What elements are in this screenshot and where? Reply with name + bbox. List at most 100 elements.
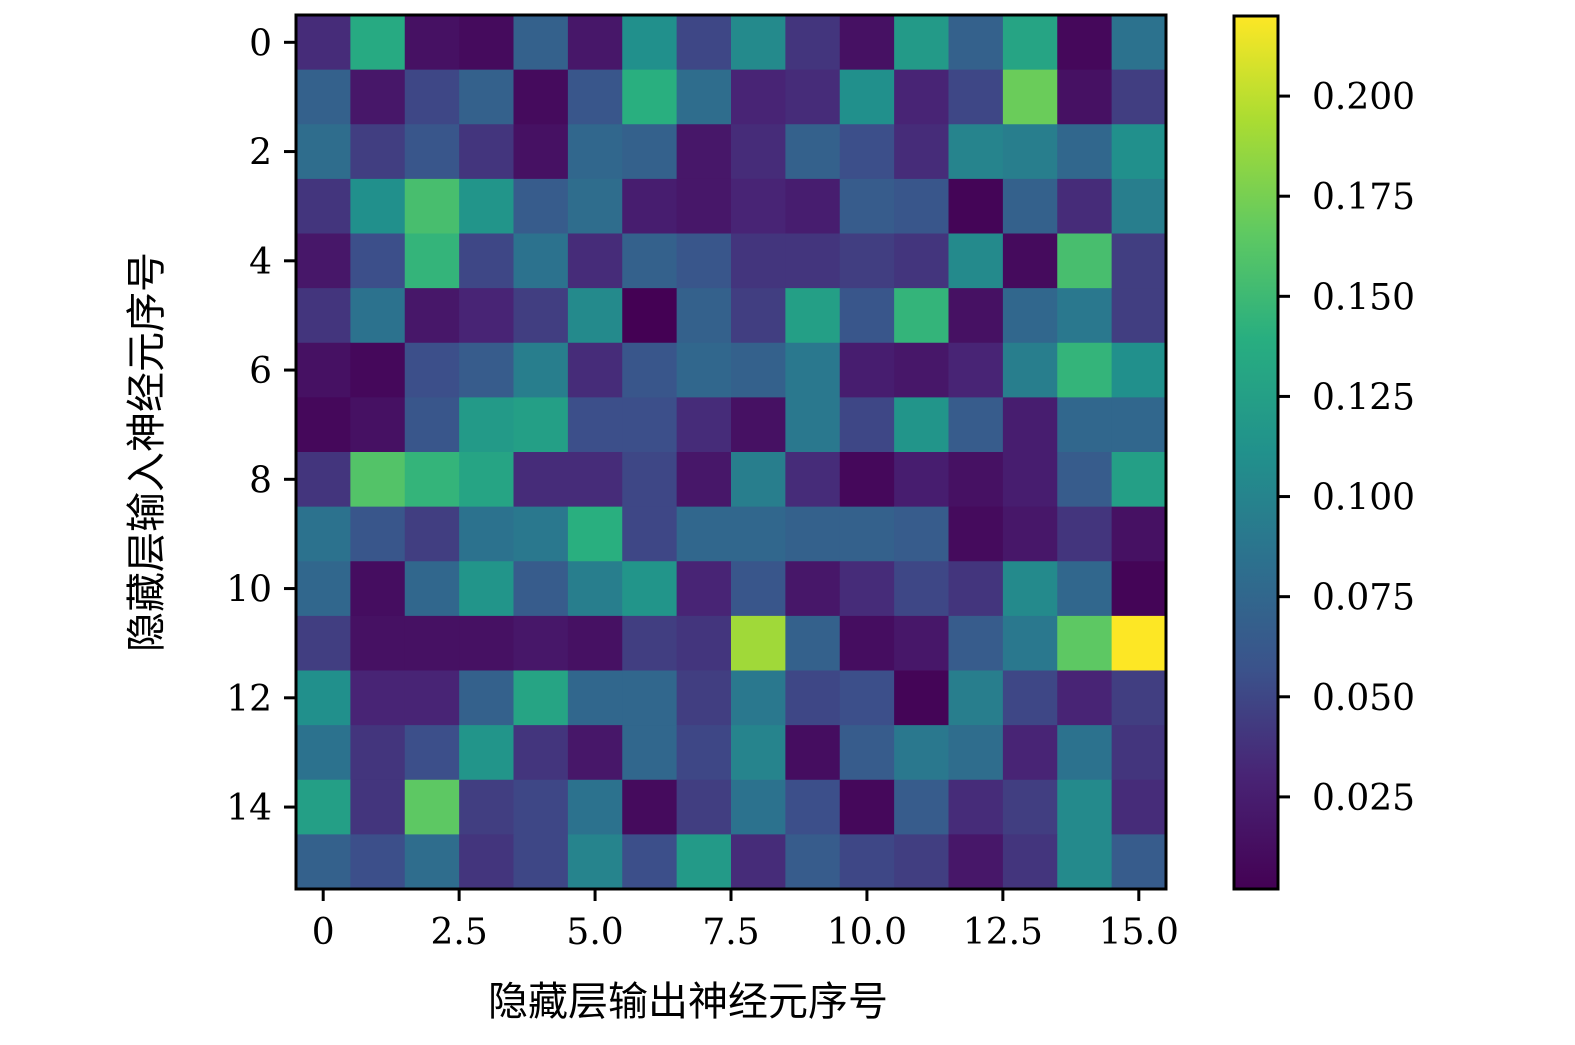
heatmap-cell: [676, 670, 732, 726]
heatmap-cell: [894, 15, 950, 71]
heatmap-cell: [839, 670, 895, 726]
heatmap-cell: [513, 725, 569, 781]
heatmap-cell: [1111, 288, 1167, 344]
heatmap-cell: [1111, 615, 1167, 672]
x-tick-label: 0: [312, 912, 335, 953]
heatmap-cell: [894, 834, 950, 890]
heatmap-cell: [513, 506, 569, 562]
heatmap-cell: [350, 834, 406, 890]
heatmap-cell: [567, 124, 623, 180]
heatmap-cell: [567, 15, 623, 71]
heatmap-cell: [676, 452, 732, 508]
heatmap-cell: [1057, 779, 1113, 835]
y-tick-label: 8: [249, 460, 272, 501]
heatmap-cell: [948, 15, 1004, 71]
heatmap-cell: [785, 342, 841, 398]
heatmap-cell: [676, 397, 732, 453]
heatmap-cell: [622, 342, 678, 398]
heatmap-cell: [1002, 69, 1058, 125]
heatmap-cell: [296, 779, 351, 835]
heatmap-cell: [731, 725, 786, 781]
heatmap-cell: [1002, 288, 1058, 344]
heatmap-cell: [513, 779, 569, 835]
heatmap-cell: [567, 69, 623, 125]
heatmap-cell: [894, 124, 950, 180]
heatmap-cell: [894, 178, 950, 235]
heatmap-cell: [785, 288, 841, 344]
heatmap-cell: [1002, 342, 1058, 398]
heatmap-cell: [350, 725, 406, 781]
heatmap-cell: [894, 69, 950, 125]
heatmap-cell: [1002, 452, 1058, 508]
heatmap-cell: [676, 15, 732, 71]
heatmap-cell: [513, 178, 569, 235]
heatmap-cell: [622, 288, 678, 344]
heatmap-cell: [459, 342, 515, 398]
heatmap-cell: [1111, 178, 1167, 235]
heatmap-cell: [296, 15, 351, 71]
heatmap-cell: [296, 178, 351, 235]
heatmap-cell: [350, 670, 406, 726]
heatmap-cell: [731, 69, 786, 125]
heatmap-cell: [839, 15, 895, 71]
x-tick-label: 2.5: [430, 912, 487, 953]
heatmap-cell: [622, 452, 678, 508]
heatmap-cell: [948, 779, 1004, 835]
heatmap-cell: [1057, 233, 1113, 289]
heatmap-cell: [1057, 506, 1113, 562]
heatmap-cell: [459, 615, 515, 672]
heatmap-cell: [948, 288, 1004, 344]
heatmap-cell: [894, 725, 950, 781]
heatmap-cell: [839, 834, 895, 890]
heatmap-cell: [459, 834, 515, 890]
heatmap-cell: [839, 779, 895, 835]
heatmap-cell: [513, 615, 569, 672]
heatmap-cell: [404, 15, 460, 71]
heatmap-cell: [1057, 397, 1113, 453]
x-tick-label: 15.0: [1099, 912, 1179, 953]
heatmap-cell: [1002, 670, 1058, 726]
heatmap-cell: [622, 124, 678, 180]
heatmap-cell: [459, 397, 515, 453]
heatmap-cell: [676, 288, 732, 344]
heatmap-cell: [404, 506, 460, 562]
heatmap-cell: [350, 397, 406, 453]
heatmap-cell: [1057, 124, 1113, 180]
heatmap-cell: [1111, 69, 1167, 125]
heatmap-cell: [1002, 124, 1058, 180]
heatmap-cell: [1057, 834, 1113, 890]
heatmap-cell: [622, 834, 678, 890]
heatmap-cell: [567, 615, 623, 672]
heatmap-cell: [567, 834, 623, 890]
heatmap-cell: [404, 834, 460, 890]
heatmap-cell: [948, 834, 1004, 890]
heatmap-cell: [1111, 670, 1167, 726]
heatmap-cell: [839, 178, 895, 235]
colorbar: [1232, 14, 1280, 891]
heatmap-cell: [731, 233, 786, 289]
heatmap-cell: [459, 561, 515, 617]
heatmap-cell: [622, 15, 678, 71]
heatmap-cell: [459, 725, 515, 781]
heatmap-cell: [676, 725, 732, 781]
heatmap-cell: [622, 615, 678, 672]
heatmap-cell: [894, 288, 950, 344]
heatmap-cell: [1057, 452, 1113, 508]
heatmap-cell: [513, 233, 569, 289]
heatmap-cell: [785, 15, 841, 71]
heatmap-cell: [785, 834, 841, 890]
heatmap-cell: [676, 779, 732, 835]
heatmap-cell: [404, 397, 460, 453]
heatmap-cell: [1057, 178, 1113, 235]
y-axis-ticks: 0 2 4 6 8 10 12 14: [226, 23, 296, 829]
heatmap-cell: [839, 615, 895, 672]
heatmap-cell: [731, 342, 786, 398]
heatmap-cell: [1111, 342, 1167, 398]
colorbar-tick-label: 0.075: [1312, 578, 1415, 619]
heatmap-cell: [459, 779, 515, 835]
colorbar-tick-label: 0.175: [1312, 177, 1415, 218]
heatmap-cell: [785, 670, 841, 726]
x-tick-label: 5.0: [566, 912, 623, 953]
heatmap-cell: [296, 452, 351, 508]
heatmap-cell: [1057, 69, 1113, 125]
